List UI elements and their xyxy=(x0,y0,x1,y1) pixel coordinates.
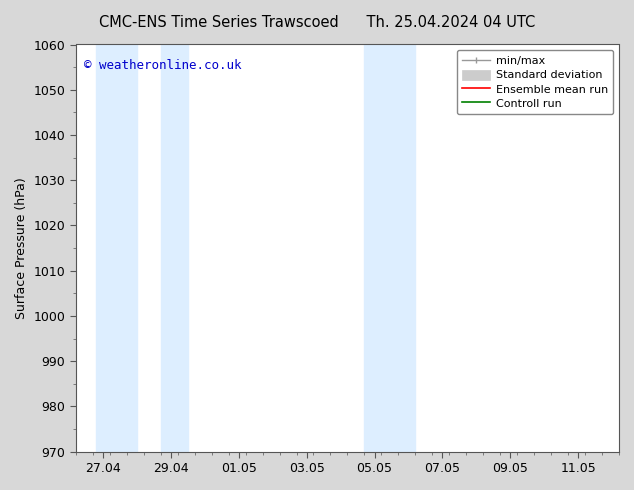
Bar xyxy=(160,45,188,452)
Bar xyxy=(96,45,137,452)
Bar xyxy=(365,45,392,452)
Text: © weatheronline.co.uk: © weatheronline.co.uk xyxy=(84,59,242,72)
Bar xyxy=(392,45,415,452)
Text: CMC-ENS Time Series Trawscoed      Th. 25.04.2024 04 UTC: CMC-ENS Time Series Trawscoed Th. 25.04.… xyxy=(99,15,535,30)
Y-axis label: Surface Pressure (hPa): Surface Pressure (hPa) xyxy=(15,177,28,319)
Legend: min/max, Standard deviation, Ensemble mean run, Controll run: min/max, Standard deviation, Ensemble me… xyxy=(456,50,614,114)
